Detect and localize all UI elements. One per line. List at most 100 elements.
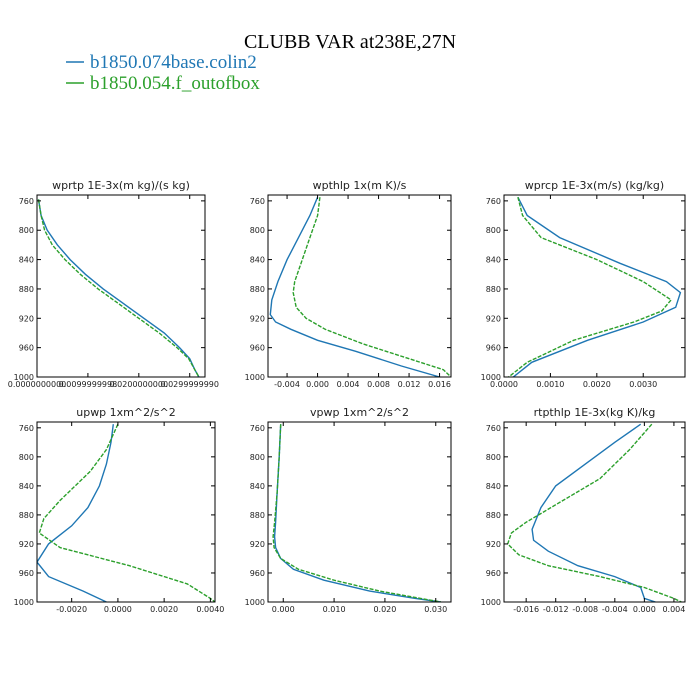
y-tick-label-0-6: 1000 bbox=[14, 373, 34, 382]
x-tick-label-5-3: -0.004 bbox=[602, 605, 628, 614]
x-tick-label-4-2: 0.020 bbox=[373, 605, 396, 614]
series-line-5-1 bbox=[506, 423, 682, 602]
figure-title: CLUBB VAR at238E,27N bbox=[244, 31, 456, 53]
y-tick-label-4-1: 800 bbox=[250, 453, 265, 462]
x-tick-label-1-2: 0.004 bbox=[337, 380, 360, 389]
y-tick-label-3-0: 760 bbox=[19, 424, 34, 433]
series-line-1-1 bbox=[292, 197, 451, 377]
y-tick-label-3-2: 840 bbox=[19, 482, 34, 491]
y-tick-label-0-0: 760 bbox=[19, 197, 34, 206]
series-line-0-1 bbox=[37, 199, 200, 377]
panel-title-1: wpthlp 1x(m K)/s bbox=[313, 179, 407, 192]
legend: b1850.074base.colin2 b1850.054.f_outofbo… bbox=[66, 52, 260, 94]
y-tick-label-4-6: 1000 bbox=[245, 598, 265, 607]
x-tick-label-1-3: 0.008 bbox=[367, 380, 390, 389]
y-tick-label-1-3: 880 bbox=[250, 285, 265, 294]
y-tick-label-0-3: 880 bbox=[19, 285, 34, 294]
plot-frame-5 bbox=[503, 421, 686, 603]
y-tick-label-1-6: 1000 bbox=[245, 373, 265, 382]
plot-frame-0 bbox=[36, 194, 206, 378]
plot-frame-4 bbox=[267, 421, 452, 603]
x-tick-label-5-1: -0.012 bbox=[543, 605, 569, 614]
plot-frame-2 bbox=[503, 194, 686, 378]
panels: wprtp 1E-3x(m kg)/(s kg) 760 800 840 880 920 9… bbox=[8, 179, 686, 614]
y-tick-label-5-2: 840 bbox=[486, 482, 501, 491]
x-tick-label-0-0: 0.0000000000 bbox=[8, 380, 67, 389]
series-line-3-1 bbox=[38, 423, 215, 602]
y-tick-label-1-1: 800 bbox=[250, 226, 265, 235]
y-tick-label-5-3: 880 bbox=[486, 511, 501, 520]
legend-label-1: b1850.054.f_outofbox bbox=[90, 73, 260, 94]
series-line-2-0 bbox=[512, 196, 682, 377]
panel-title-4: vpwp 1xm^2/s^2 bbox=[310, 406, 409, 419]
x-tick-label-4-1: 0.010 bbox=[323, 605, 346, 614]
panel-title-3: upwp 1xm^2/s^2 bbox=[76, 406, 176, 419]
x-tick-label-2-1: 0.0010 bbox=[536, 380, 564, 389]
x-tick-label-1-0: -0.004 bbox=[274, 380, 300, 389]
y-tick-label-3-6: 1000 bbox=[14, 598, 34, 607]
y-tick-label-0-1: 800 bbox=[19, 226, 34, 235]
y-tick-label-4-4: 920 bbox=[250, 540, 265, 549]
y-tick-label-5-5: 960 bbox=[486, 569, 501, 578]
panel-title-2: wprcp 1E-3x(m/s) (kg/kg) bbox=[525, 179, 664, 192]
y-tick-label-5-6: 1000 bbox=[481, 598, 501, 607]
legend-label-0: b1850.074base.colin2 bbox=[90, 52, 257, 73]
y-tick-label-1-4: 920 bbox=[250, 314, 265, 323]
y-tick-label-2-6: 1000 bbox=[481, 373, 501, 382]
y-tick-label-2-3: 880 bbox=[486, 285, 501, 294]
x-tick-label-3-1: 0.0000 bbox=[104, 605, 132, 614]
x-tick-label-4-0: 0.000 bbox=[272, 605, 295, 614]
y-tick-label-5-0: 760 bbox=[486, 424, 501, 433]
y-tick-label-2-0: 760 bbox=[486, 197, 501, 206]
y-tick-label-1-2: 840 bbox=[250, 256, 265, 265]
y-tick-label-0-4: 920 bbox=[19, 314, 34, 323]
x-tick-label-1-4: 0.012 bbox=[398, 380, 421, 389]
y-tick-label-4-2: 840 bbox=[250, 482, 265, 491]
y-tick-label-3-1: 800 bbox=[19, 453, 34, 462]
y-tick-label-4-5: 960 bbox=[250, 569, 265, 578]
x-tick-label-3-0: -0.0020 bbox=[56, 605, 87, 614]
panel-title-5: rtpthlp 1E-3x(kg K)/kg bbox=[534, 406, 656, 419]
series-line-0-0 bbox=[37, 199, 200, 377]
y-tick-label-2-2: 840 bbox=[486, 256, 501, 265]
y-tick-label-3-4: 920 bbox=[19, 540, 34, 549]
x-tick-label-2-0: 0.0000 bbox=[490, 380, 518, 389]
series-line-3-0 bbox=[37, 424, 114, 602]
x-tick-label-5-4: 0.000 bbox=[633, 605, 656, 614]
plot-frame-1 bbox=[267, 194, 452, 378]
x-tick-label-3-3: 0.0040 bbox=[196, 605, 224, 614]
y-tick-label-2-5: 960 bbox=[486, 344, 501, 353]
x-tick-label-0-2: 0.0200000000 bbox=[110, 380, 169, 389]
x-tick-label-3-2: 0.0020 bbox=[150, 605, 178, 614]
x-tick-label-0-1: 0.0099999998 bbox=[59, 380, 118, 389]
y-tick-label-1-0: 760 bbox=[250, 197, 265, 206]
panel-5: rtpthlp 1E-3x(kg K)/kg 760 800 840 880 920 960… bbox=[481, 406, 686, 614]
y-tick-label-2-4: 920 bbox=[486, 314, 501, 323]
x-tick-label-2-3: 0.0030 bbox=[629, 380, 657, 389]
y-tick-label-5-1: 800 bbox=[486, 453, 501, 462]
x-tick-label-0-3: 0.0299999990 bbox=[160, 380, 219, 389]
x-tick-label-2-2: 0.0020 bbox=[583, 380, 611, 389]
y-tick-label-0-5: 960 bbox=[19, 344, 34, 353]
panel-4: vpwp 1xm^2/s^2 760 800 840 880 920 960 1000 0.00… bbox=[245, 406, 452, 614]
x-tick-label-5-2: -0.008 bbox=[572, 605, 598, 614]
panel-3: upwp 1xm^2/s^2 760 800 840 880 920 960 1000 -0.0… bbox=[14, 406, 225, 614]
x-tick-label-5-5: 0.004 bbox=[662, 605, 685, 614]
y-tick-label-4-3: 880 bbox=[250, 511, 265, 520]
y-tick-label-0-2: 840 bbox=[19, 256, 34, 265]
y-tick-label-3-5: 960 bbox=[19, 569, 34, 578]
y-tick-label-1-5: 960 bbox=[250, 344, 265, 353]
plot-frame-3 bbox=[36, 421, 216, 603]
x-tick-label-5-0: -0.016 bbox=[513, 605, 539, 614]
series-line-4-0 bbox=[273, 424, 441, 602]
x-tick-label-1-1: 0.000 bbox=[306, 380, 329, 389]
panel-title-0: wprtp 1E-3x(m kg)/(s kg) bbox=[52, 179, 190, 192]
y-tick-label-4-0: 760 bbox=[250, 424, 265, 433]
panel-0: wprtp 1E-3x(m kg)/(s kg) 760 800 840 880 920 9… bbox=[8, 179, 219, 389]
series-line-4-1 bbox=[272, 424, 441, 602]
series-line-2-1 bbox=[508, 197, 673, 377]
y-tick-label-3-3: 880 bbox=[19, 511, 34, 520]
y-tick-label-5-4: 920 bbox=[486, 540, 501, 549]
x-tick-label-4-3: 0.030 bbox=[424, 605, 447, 614]
